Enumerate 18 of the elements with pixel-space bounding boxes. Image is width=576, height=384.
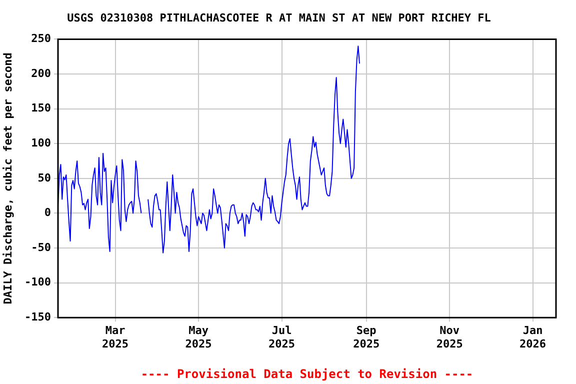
x-tick-label: Jul 2025 [268,324,296,350]
y-tick-label: -150 [24,310,51,324]
y-tick-label: -50 [31,240,51,254]
x-tick-label: Sep 2025 [353,324,380,350]
y-tick-label: 50 [38,171,51,184]
x-tick-label: Nov 2025 [436,324,463,350]
y-axis-title: DAILY Discharge, cubic feet per second [1,52,14,304]
y-tick-label: 200 [31,66,51,80]
x-tick-label: Mar 2025 [102,324,129,350]
y-tick-label: 250 [31,32,51,46]
x-tick-label: May 2025 [185,324,212,350]
y-tick-label: 150 [31,102,51,115]
x-tick-label: Jan 2026 [520,324,546,350]
text: ---- Provisional Data Subject to Revision ---- [140,367,474,382]
y-tick-label: 100 [31,136,51,150]
y-tick-label: -100 [24,276,51,289]
chart-title: USGS 02310308 PITHLACHASCOTEE R AT MAIN ST AT NEW PORT RICHEY FL [67,11,492,24]
y-tick-label: 0 [44,206,51,220]
